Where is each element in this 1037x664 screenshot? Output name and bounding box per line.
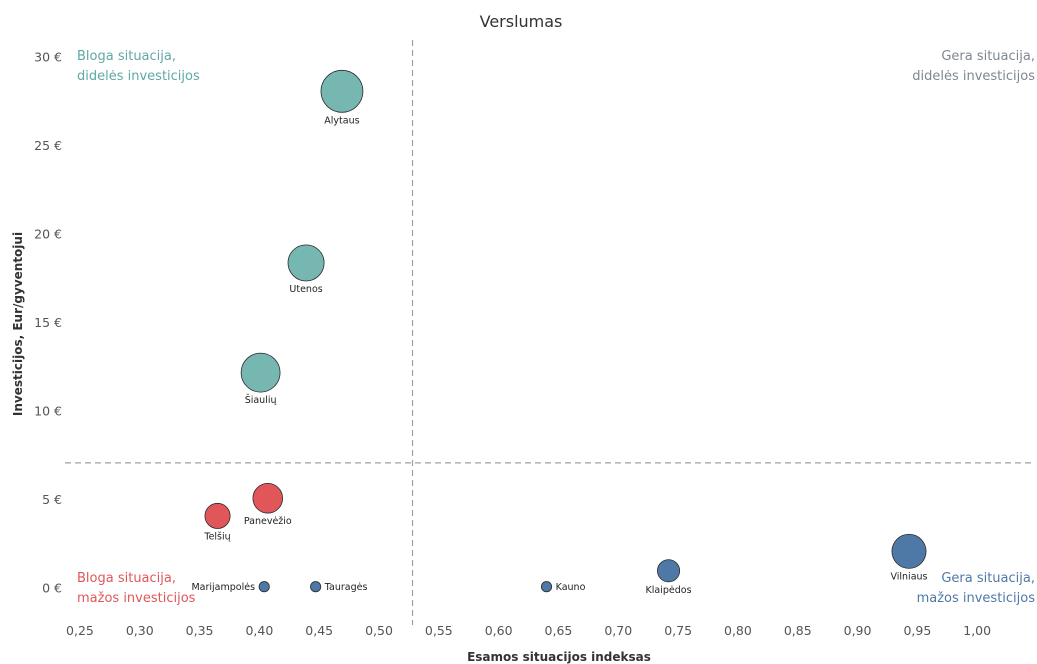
quadrant-label: didelės investicijos [77, 69, 200, 84]
chart-title: Verslumas [480, 12, 563, 31]
quadrant-label: mažos investicijos [917, 591, 1036, 606]
x-tick-label: 0,45 [305, 623, 333, 638]
data-point [320, 69, 364, 113]
y-tick-label: 30 € [34, 50, 62, 65]
data-point [891, 533, 927, 569]
y-axis-title: Investicijos, Eur/gyventojui [11, 232, 25, 416]
y-tick-label: 25 € [34, 138, 62, 153]
x-tick-label: 0,50 [365, 623, 393, 638]
x-tick-label: 0,80 [724, 623, 752, 638]
y-tick-label: 15 € [34, 315, 62, 330]
quadrant-label: mažos investicijos [77, 591, 196, 606]
data-point [258, 581, 270, 593]
x-tick-label: 0,75 [664, 623, 692, 638]
data-point [204, 502, 231, 529]
x-tick-label: 0,90 [844, 623, 872, 638]
data-point-label: Vilniaus [890, 571, 927, 582]
x-tick-label: 1,00 [963, 623, 991, 638]
data-point [240, 352, 281, 393]
quadrant-label: Gera situacija, [941, 49, 1035, 64]
x-tick-label: 0,70 [604, 623, 632, 638]
x-tick-label: 0,40 [245, 623, 273, 638]
data-point [310, 581, 322, 593]
x-tick-label: 0,30 [126, 623, 154, 638]
data-point [287, 244, 325, 282]
y-tick-label: 10 € [34, 404, 62, 419]
x-tick-label: 0,85 [784, 623, 812, 638]
data-point-label: Šiaulių [245, 394, 277, 406]
x-tick-label: 0,60 [485, 623, 513, 638]
quadrant-label: Bloga situacija, [77, 571, 176, 586]
plot-area: 0,25 0,30 0,35 0,40 0,45 0,50 0,55 0,60 0,65 0,70… [34, 40, 1035, 638]
quadrant-label: Gera situacija, [941, 571, 1035, 586]
x-axis-title: Esamos situacijos indeksas [467, 650, 651, 664]
quadrant-label: Bloga situacija, [77, 49, 176, 64]
x-tick-label: 0,95 [903, 623, 931, 638]
x-tick-label: 0,65 [545, 623, 573, 638]
data-point-label: Alytaus [324, 115, 359, 126]
data-point-label: Telšių [203, 532, 230, 543]
x-tick-label: 0,55 [425, 623, 453, 638]
x-tick-label: 0,25 [66, 623, 94, 638]
y-tick-label: 0 € [42, 580, 62, 595]
quadrant-label: didelės investicijos [912, 69, 1035, 84]
data-point-label: Marijampolės [191, 582, 255, 593]
data-point-label: Klaipėdos [646, 585, 692, 596]
data-point-label: Kauno [556, 582, 586, 593]
data-point [657, 559, 681, 583]
y-tick-label: 5 € [42, 492, 62, 507]
y-tick-label: 20 € [34, 227, 62, 242]
data-point-label: Utenos [289, 284, 322, 295]
data-point-label: Tauragės [324, 582, 368, 593]
x-tick-label: 0,35 [186, 623, 214, 638]
data-point-label: Panevėžio [244, 516, 292, 527]
data-point [540, 581, 553, 593]
data-point [252, 482, 284, 514]
